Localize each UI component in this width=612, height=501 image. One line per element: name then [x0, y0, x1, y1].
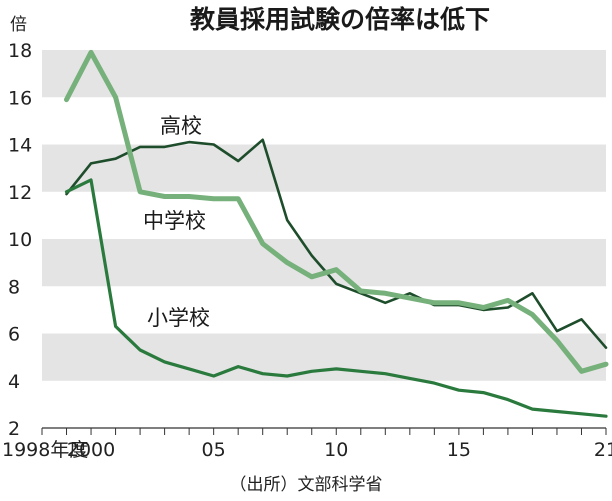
y-tick-label: 6 [8, 324, 20, 346]
x-tick-label: 10 [324, 439, 348, 461]
x-tick-label: 2000 [67, 439, 115, 461]
y-tick-label: 8 [8, 276, 20, 298]
source-note: （出所）文部科学省 [230, 475, 383, 495]
x-tick-label: 05 [202, 439, 226, 461]
series-label-junior-high: 中学校 [143, 209, 206, 233]
series-lines [64, 49, 609, 418]
series-line-1 [64, 49, 609, 374]
chart-title: 教員採用試験の倍率は低下 [190, 5, 490, 34]
y-tick-label: 18 [8, 40, 32, 62]
grid-band [42, 333, 606, 381]
y-tick-label: 10 [8, 229, 32, 251]
grid-band [42, 50, 606, 98]
y-axis-unit: 倍 [10, 15, 27, 35]
grid-band [42, 144, 606, 192]
y-tick-label: 4 [8, 371, 20, 393]
series-line-2 [64, 178, 608, 418]
series-label-high-school: 高校 [160, 114, 202, 138]
x-tick-label: 1998年度 [2, 439, 88, 461]
grid-band [42, 239, 606, 287]
y-tick-label: 2 [8, 418, 20, 440]
y-tick-label: 14 [8, 135, 32, 157]
y-axis-ticks: 2 4 6 8 10 12 14 16 18 [8, 40, 32, 440]
x-tick-label: 15 [447, 439, 471, 461]
x-tick-label: 21 [594, 439, 612, 461]
series-label-elementary: 小学校 [147, 306, 210, 330]
grid-bands [42, 50, 606, 381]
y-tick-label: 12 [8, 182, 32, 204]
y-tick-label: 16 [8, 87, 32, 109]
